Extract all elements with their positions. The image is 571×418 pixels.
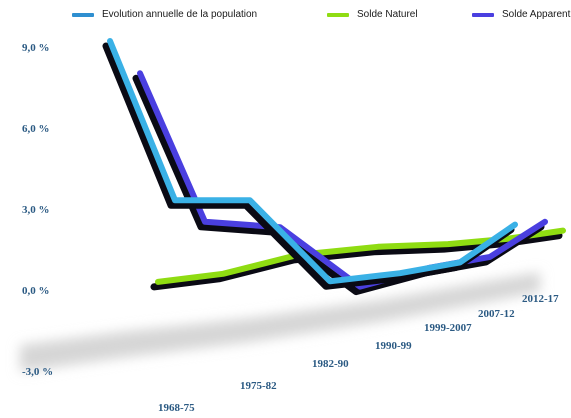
data-point	[458, 260, 462, 264]
y-tick-label: 3,0 %	[22, 204, 50, 216]
x-tick-label: 1968-75	[158, 402, 195, 414]
data-point	[248, 198, 252, 202]
y-tick-label: 6,0 %	[22, 123, 50, 135]
data-point	[173, 198, 177, 202]
data-point	[376, 245, 380, 249]
series-ribbon-shade	[102, 42, 515, 290]
y-tick-label: 9,0 %	[22, 42, 50, 54]
data-point	[543, 220, 547, 224]
x-tick-label: 2007-12	[478, 308, 515, 320]
data-point	[138, 71, 142, 75]
data-point	[221, 272, 225, 276]
x-tick-label: 1975-82	[240, 380, 277, 392]
data-point	[446, 242, 450, 246]
y-axis: 9,0 % 6,0 % 3,0 % 0,0 % -3,0 %	[22, 42, 53, 378]
data-point	[328, 279, 332, 283]
y-tick-label: 0,0 %	[22, 285, 50, 297]
legend-swatch-solde-apparent	[472, 12, 494, 17]
x-tick-label: 2012-17	[522, 293, 559, 305]
data-point	[513, 223, 517, 227]
y-tick-label: -3,0 %	[22, 366, 53, 378]
floor-shadow-shape	[20, 272, 540, 372]
legend-label-solde-apparent: Solde Apparent	[502, 9, 571, 20]
series-ribbon-shade	[150, 232, 563, 291]
series-ribbon-shade	[132, 74, 545, 296]
data-point	[488, 255, 492, 259]
legend-swatch-population	[72, 12, 94, 17]
data-point	[506, 237, 510, 241]
series-layer	[102, 38, 566, 296]
data-point	[156, 280, 160, 284]
x-tick-label: 1990-99	[375, 340, 412, 352]
legend-label-population: Evolution annuelle de la population	[102, 9, 258, 20]
floor-shadow	[20, 272, 540, 372]
legend-item-population: Evolution annuelle de la population	[72, 9, 257, 20]
x-axis: 1968-75 1975-82 1982-90 1990-99 1999-2007 200…	[158, 293, 559, 414]
data-point	[398, 271, 402, 275]
x-tick-label: 1982-90	[312, 358, 349, 370]
data-point	[108, 39, 112, 43]
data-point	[561, 229, 565, 233]
data-point	[203, 220, 207, 224]
legend-label-solde-naturel: Solde Naturel	[357, 9, 418, 20]
legend-swatch-solde-naturel	[327, 12, 349, 17]
legend-item-solde-apparent: Solde Apparent	[472, 9, 570, 20]
x-tick-label: 1999-2007	[424, 322, 472, 334]
legend-item-solde-naturel: Solde Naturel	[327, 9, 418, 20]
